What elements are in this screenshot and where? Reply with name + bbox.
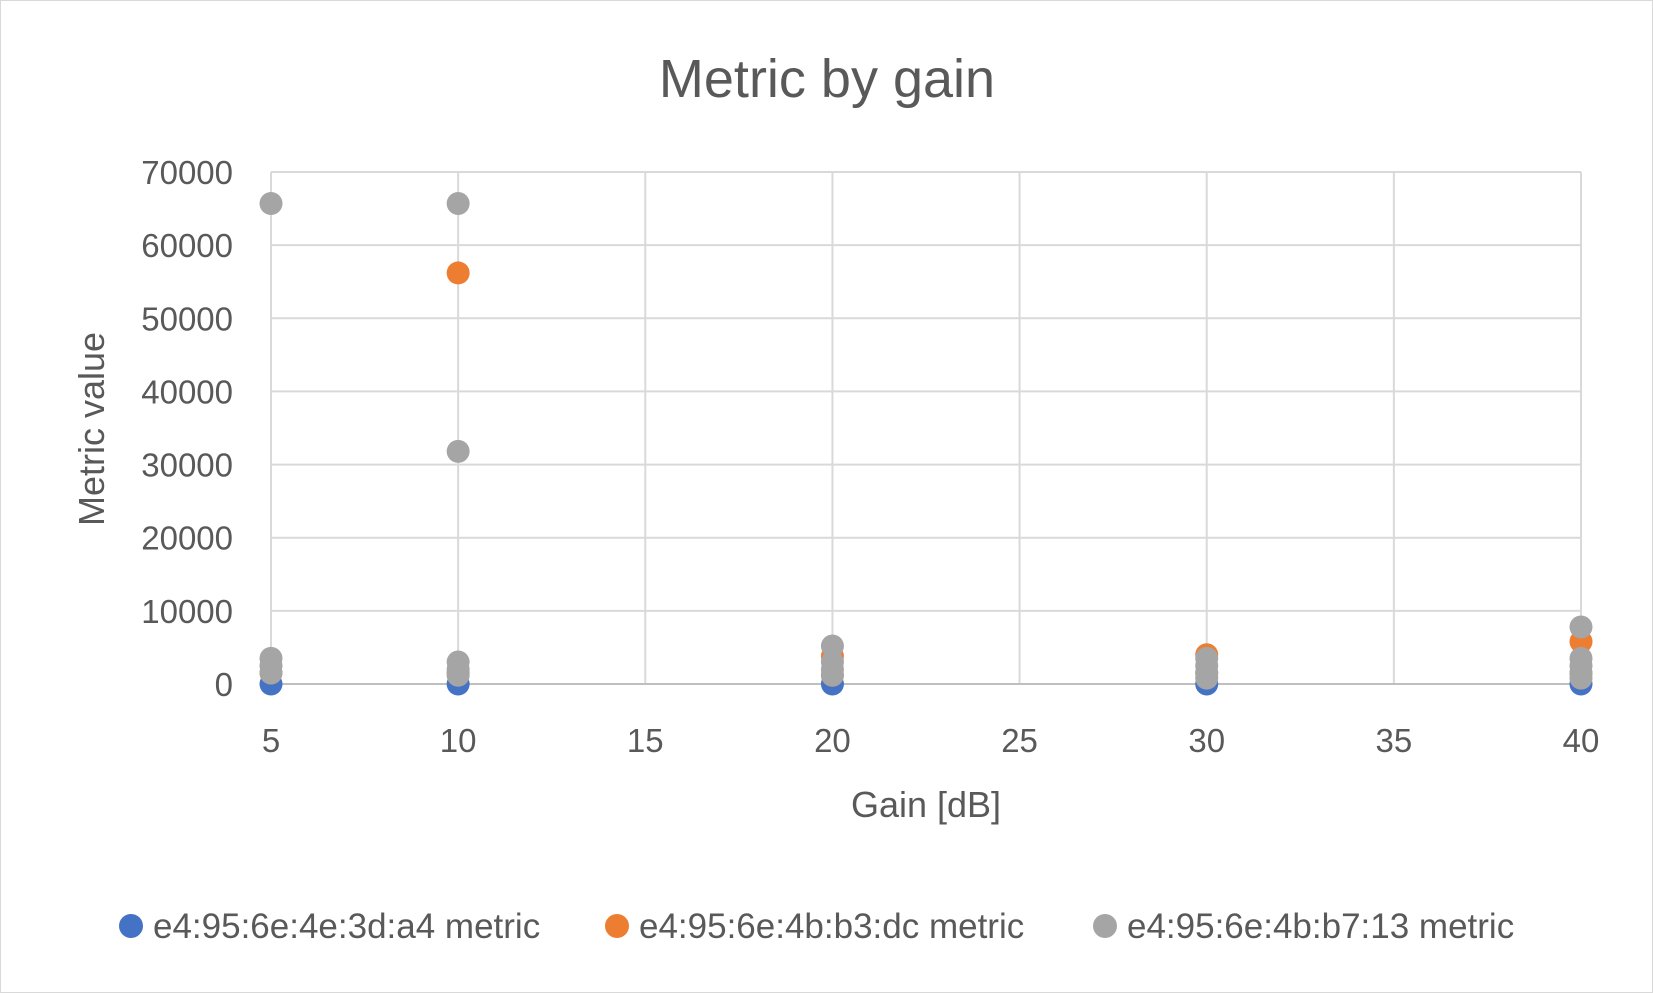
x-tick-label: 10 (440, 722, 477, 759)
grid-layer (270, 171, 1582, 684)
series-3-point (259, 191, 283, 215)
x-tick-label: 15 (627, 722, 664, 759)
legend: e4:95:6e:4e:3d:a4 metric e4:95:6e:4b:b3:d… (119, 907, 1514, 946)
y-tick-label: 50000 (141, 300, 233, 337)
series-3-point (820, 663, 844, 687)
chart-title: Metric by gain (659, 49, 995, 109)
y-tick-label: 0 (215, 666, 233, 703)
tick-labels: 0 10000 20000 30000 40000 50000 60000 70000 5 10 1… (141, 154, 1599, 759)
series-3-point (820, 634, 844, 658)
x-axis-label: Gain [dB] (851, 784, 1001, 825)
legend-label: e4:95:6e:4b:b7:13 metric (1127, 907, 1514, 946)
y-tick-label: 40000 (141, 373, 233, 410)
y-tick-label: 10000 (141, 593, 233, 630)
y-axis-label: Metric value (71, 332, 112, 526)
legend-item-series-1: e4:95:6e:4e:3d:a4 metric (119, 907, 540, 946)
legend-marker (1093, 914, 1117, 938)
x-tick-label: 30 (1188, 722, 1225, 759)
legend-item-series-2: e4:95:6e:4b:b3:dc metric (605, 907, 1024, 946)
y-tick-label: 70000 (141, 154, 233, 191)
legend-label: e4:95:6e:4b:b3:dc metric (639, 907, 1024, 946)
series-3-point (446, 439, 470, 463)
y-tick-label: 30000 (141, 447, 233, 484)
series-3-point (1569, 666, 1593, 690)
legend-marker (119, 914, 143, 938)
series-3-point (446, 191, 470, 215)
series-3-point (1195, 666, 1219, 690)
data-points (259, 191, 1593, 696)
legend-label: e4:95:6e:4e:3d:a4 metric (153, 907, 540, 946)
legend-marker (605, 914, 629, 938)
series-3-point (259, 661, 283, 685)
x-tick-label: 20 (814, 722, 851, 759)
series-2-point (446, 261, 470, 285)
x-tick-label: 5 (262, 722, 280, 759)
x-tick-label: 25 (1001, 722, 1038, 759)
legend-item-series-3: e4:95:6e:4b:b7:13 metric (1093, 907, 1514, 946)
x-tick-label: 35 (1375, 722, 1412, 759)
x-tick-label: 40 (1563, 722, 1600, 759)
series-3-point (446, 663, 470, 687)
y-tick-label: 60000 (141, 227, 233, 264)
series-3-point (1569, 615, 1593, 639)
y-tick-label: 20000 (141, 520, 233, 557)
